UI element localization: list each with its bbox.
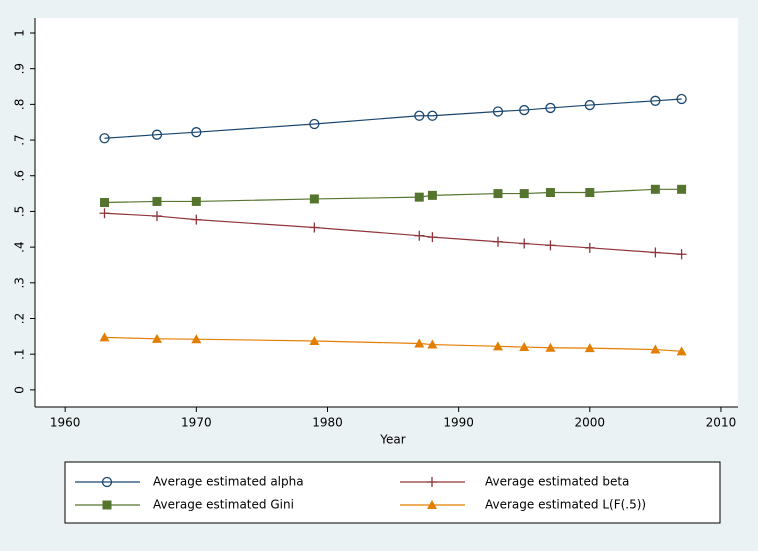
- marker: [650, 247, 661, 258]
- marker: [414, 110, 425, 121]
- y-tick-label: .1: [13, 348, 27, 359]
- marker: [191, 334, 202, 344]
- marker: [427, 110, 438, 121]
- marker: [493, 189, 503, 199]
- legend-key-marker: [427, 477, 437, 487]
- marker: [151, 333, 162, 343]
- marker: [545, 102, 556, 114]
- marker: [414, 230, 425, 241]
- marker: [414, 192, 424, 202]
- y-tick-label: 1: [13, 29, 27, 37]
- legend-key-marker: [101, 476, 113, 488]
- x-tick-label: 1970: [181, 416, 212, 430]
- x-tick-label: 2000: [575, 416, 606, 430]
- legend-label: Average estimated L(F(.5)): [485, 498, 646, 512]
- marker: [191, 196, 201, 206]
- x-tick-label: 2010: [706, 416, 737, 430]
- marker: [676, 249, 687, 260]
- marker: [650, 184, 660, 194]
- legend-key-marker: [102, 500, 112, 510]
- y-tick-label: .6: [13, 170, 27, 181]
- marker: [414, 338, 425, 348]
- legend-label: Average estimated beta: [485, 475, 629, 489]
- y-tick-label: 0: [13, 386, 27, 394]
- legend-label: Average estimated alpha: [153, 475, 304, 489]
- x-tick-label: 1990: [443, 416, 474, 430]
- marker: [545, 188, 555, 198]
- marker: [584, 99, 595, 111]
- x-tick-label: 1960: [50, 416, 81, 430]
- marker: [100, 198, 110, 208]
- series-line: [104, 98, 682, 139]
- marker: [492, 236, 503, 247]
- marker: [519, 104, 530, 116]
- marker: [519, 189, 529, 199]
- marker: [519, 238, 530, 249]
- marker: [584, 242, 595, 253]
- series-line: [104, 212, 682, 255]
- marker: [151, 211, 162, 222]
- marker: [545, 240, 556, 251]
- marker: [492, 341, 503, 351]
- y-tick-label: .9: [13, 63, 27, 74]
- y-tick-label: .5: [13, 206, 27, 217]
- y-tick-label: .3: [13, 277, 27, 288]
- marker: [650, 95, 661, 106]
- marker: [427, 339, 438, 349]
- marker: [584, 343, 595, 353]
- marker: [309, 118, 320, 130]
- x-tick-label: 1980: [312, 416, 343, 430]
- marker: [191, 214, 202, 225]
- marker: [99, 208, 110, 219]
- marker: [585, 188, 595, 198]
- marker: [99, 133, 110, 144]
- marker: [427, 232, 438, 243]
- marker: [309, 335, 320, 345]
- y-tick-label: .2: [13, 313, 27, 324]
- marker: [545, 342, 556, 352]
- marker: [650, 344, 661, 354]
- marker: [309, 194, 319, 204]
- marker: [677, 184, 687, 194]
- x-axis-label: Year: [379, 433, 405, 447]
- marker: [427, 190, 437, 200]
- y-tick-label: .7: [13, 134, 27, 145]
- series-line: [104, 336, 682, 352]
- marker: [151, 129, 163, 140]
- legend-key-marker: [427, 500, 437, 509]
- y-tick-label: .8: [13, 99, 27, 110]
- series-line: [104, 188, 682, 204]
- legend: [64, 461, 721, 524]
- marker: [676, 93, 687, 105]
- marker: [99, 332, 110, 342]
- marker: [191, 127, 202, 138]
- marker: [492, 106, 504, 117]
- y-tick-label: .4: [13, 241, 27, 252]
- marker: [309, 222, 320, 233]
- marker: [152, 196, 162, 206]
- marker: [519, 342, 530, 352]
- legend-label: Average estimated Gini: [153, 498, 294, 512]
- marker: [676, 346, 687, 356]
